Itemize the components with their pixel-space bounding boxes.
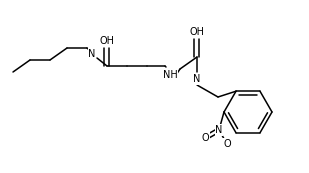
Text: NH: NH <box>163 70 177 80</box>
Text: N: N <box>193 74 201 84</box>
Text: O: O <box>223 139 231 149</box>
Text: N: N <box>215 125 223 135</box>
Text: OH: OH <box>189 27 205 37</box>
Text: N: N <box>88 49 96 59</box>
Text: O: O <box>201 133 209 143</box>
Text: OH: OH <box>99 36 115 46</box>
